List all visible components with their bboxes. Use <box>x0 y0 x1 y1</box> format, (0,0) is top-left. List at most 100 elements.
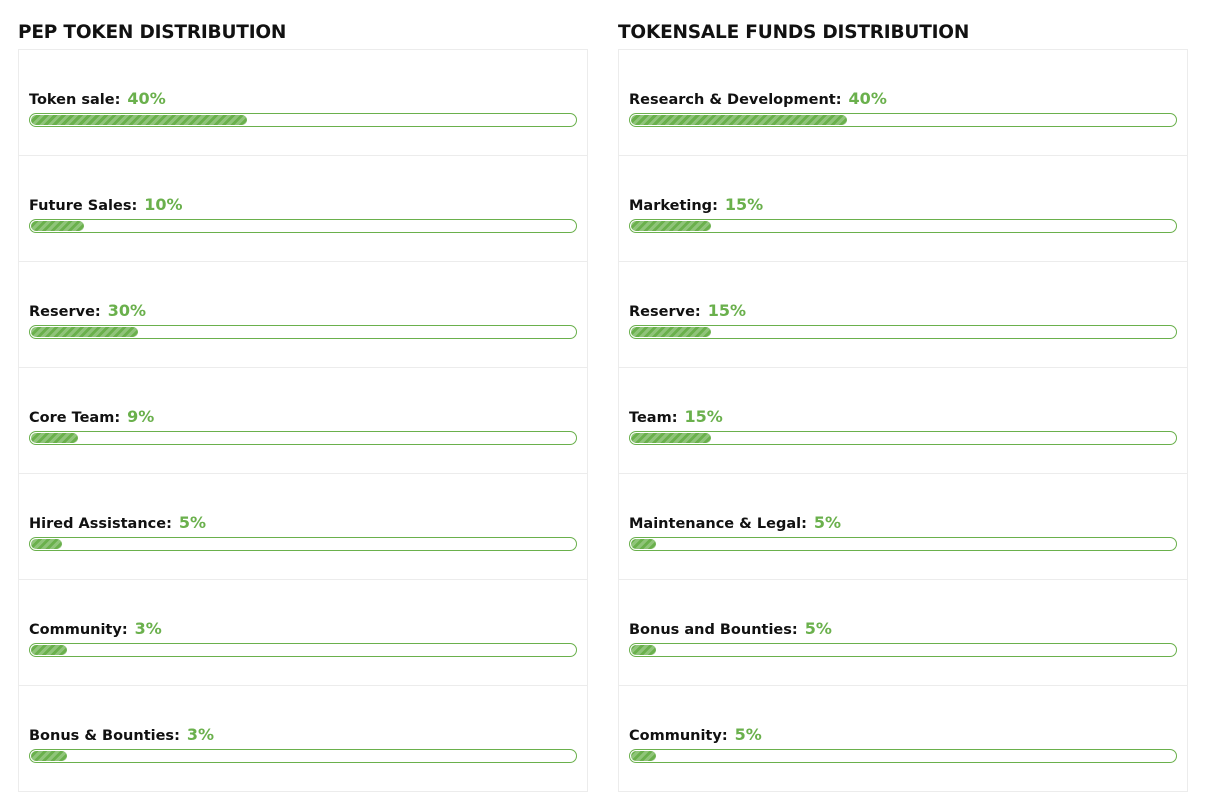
distribution-row: Maintenance & Legal:5% <box>618 474 1188 580</box>
distribution-row: Future Sales:10% <box>18 156 588 262</box>
label-colon: : <box>121 622 128 638</box>
item-name: Bonus & Bounties <box>29 728 175 744</box>
row-label: Community:5% <box>629 725 1177 749</box>
item-name: Marketing <box>629 198 713 214</box>
label-colon: : <box>801 516 807 532</box>
distribution-row: Marketing:15% <box>618 156 1188 262</box>
label-colon: : <box>694 304 701 320</box>
distribution-row: Token sale:40% <box>18 50 588 156</box>
label-colon: : <box>791 622 798 638</box>
progress-track <box>629 325 1177 339</box>
item-percent: 30% <box>107 301 147 320</box>
progress-track <box>29 325 577 339</box>
item-name: Bonus and Bounties <box>629 622 792 638</box>
row-label: Research & Development:40% <box>629 89 1177 113</box>
item-percent: 10% <box>144 195 183 214</box>
item-name: Hired Assistance <box>29 516 167 532</box>
item-name: Future Sales <box>29 198 132 214</box>
progress-track <box>629 113 1177 127</box>
distribution-row: Hired Assistance:5% <box>18 474 588 580</box>
item-percent: 15% <box>684 407 723 426</box>
progress-track <box>29 749 577 763</box>
item-name: Research & Development <box>629 92 836 108</box>
progress-fill <box>631 751 657 761</box>
distribution-row: Reserve:30% <box>18 262 588 368</box>
distribution-row: Research & Development:40% <box>618 50 1188 156</box>
progress-fill <box>631 645 657 655</box>
label-colon: : <box>94 304 101 320</box>
row-label: Reserve:30% <box>29 301 577 325</box>
distribution-row: Community:3% <box>18 580 588 686</box>
item-percent: 5% <box>804 619 832 638</box>
section-title: PEP TOKEN DISTRIBUTION <box>18 22 287 43</box>
row-label: Core Team:9% <box>29 407 577 431</box>
distribution-row: Team:15% <box>618 368 1188 474</box>
item-name: Reserve <box>29 304 95 320</box>
pep-token-distribution-section: PEP TOKEN DISTRIBUTION Token sale:40% Fu… <box>18 18 588 792</box>
distribution-row: Bonus and Bounties:5% <box>618 580 1188 686</box>
item-percent: 15% <box>724 195 764 214</box>
section-title: TOKENSALE FUNDS DISTRIBUTION <box>618 22 970 43</box>
progress-fill <box>31 221 84 231</box>
item-percent: 3% <box>134 619 162 638</box>
progress-track <box>629 537 1177 551</box>
distribution-list: Token sale:40% Future Sales:10% Reserve:… <box>18 49 588 792</box>
label-colon: : <box>721 728 728 744</box>
progress-fill <box>31 115 248 125</box>
distribution-list: Research & Development:40% Marketing:15%… <box>618 49 1188 792</box>
row-label: Bonus and Bounties:5% <box>629 619 1177 643</box>
row-label: Maintenance & Legal:5% <box>629 513 1177 537</box>
item-percent: 5% <box>734 725 762 744</box>
progress-track <box>629 431 1177 445</box>
label-colon: : <box>712 198 718 214</box>
item-percent: 5% <box>178 513 207 532</box>
progress-fill <box>31 433 79 443</box>
progress-track <box>29 537 577 551</box>
item-name: Token sale <box>29 92 115 108</box>
label-colon: : <box>835 92 842 108</box>
progress-fill <box>31 327 139 337</box>
progress-track <box>629 749 1177 763</box>
progress-track <box>629 643 1177 657</box>
progress-fill <box>631 221 711 231</box>
item-percent: 15% <box>707 301 747 320</box>
progress-track <box>29 219 577 233</box>
distribution-row: Bonus & Bounties:3% <box>18 686 588 792</box>
label-colon: : <box>174 728 180 744</box>
distribution-row: Reserve:15% <box>618 262 1188 368</box>
progress-fill <box>31 539 62 549</box>
progress-track <box>629 219 1177 233</box>
row-label: Bonus & Bounties:3% <box>29 725 577 749</box>
progress-fill <box>631 327 711 337</box>
item-percent: 40% <box>127 89 166 108</box>
label-colon: : <box>114 410 121 426</box>
item-percent: 5% <box>813 513 842 532</box>
progress-fill <box>631 539 657 549</box>
progress-track <box>29 643 577 657</box>
progress-track <box>29 431 577 445</box>
progress-fill <box>31 645 68 655</box>
tokensale-funds-distribution-section: TOKENSALE FUNDS DISTRIBUTION Research & … <box>618 18 1188 792</box>
item-percent: 9% <box>127 407 155 426</box>
row-label: Marketing:15% <box>629 195 1177 219</box>
item-name: Team <box>629 410 672 426</box>
row-label: Token sale:40% <box>29 89 577 113</box>
progress-fill <box>631 115 848 125</box>
progress-fill <box>31 751 68 761</box>
item-name: Reserve <box>629 304 695 320</box>
row-label: Team:15% <box>629 407 1177 431</box>
row-label: Hired Assistance:5% <box>29 513 577 537</box>
row-label: Community:3% <box>29 619 577 643</box>
item-percent: 40% <box>848 89 887 108</box>
progress-fill <box>631 433 711 443</box>
distribution-row: Core Team:9% <box>18 368 588 474</box>
label-colon: : <box>114 92 121 108</box>
label-colon: : <box>166 516 172 532</box>
row-label: Future Sales:10% <box>29 195 577 219</box>
progress-track <box>29 113 577 127</box>
row-label: Reserve:15% <box>629 301 1177 325</box>
distribution-row: Community:5% <box>618 686 1188 792</box>
item-name: Community <box>629 728 722 744</box>
item-name: Maintenance & Legal <box>629 516 802 532</box>
item-percent: 3% <box>186 725 215 744</box>
